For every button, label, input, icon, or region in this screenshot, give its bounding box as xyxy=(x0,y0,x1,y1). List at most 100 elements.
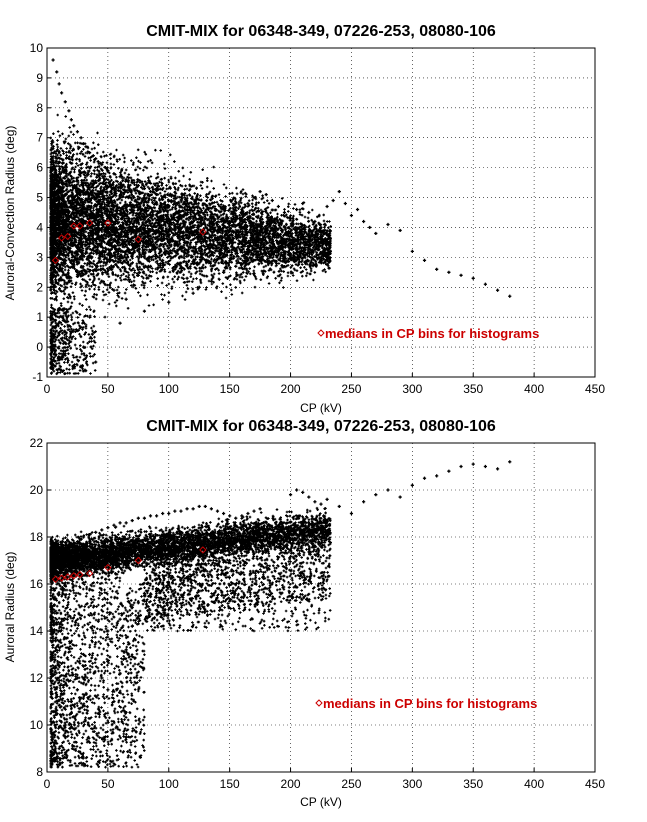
data-point xyxy=(258,507,262,511)
data-point xyxy=(191,210,195,215)
data-point xyxy=(197,246,201,250)
data-point xyxy=(276,530,280,534)
y-tick-labels: -1 0 1 2 3 4 5 6 7 8 9 10 xyxy=(30,41,51,384)
x-tick-label: 300 xyxy=(402,382,422,396)
data-point xyxy=(94,657,98,661)
data-point xyxy=(79,537,83,541)
data-point xyxy=(124,648,128,652)
y-tick-label: 10 xyxy=(30,41,44,55)
data-point xyxy=(136,183,140,188)
x-axis-label: CP (kV) xyxy=(300,401,342,415)
data-point xyxy=(112,288,116,292)
data-point xyxy=(173,228,177,233)
plot-frame xyxy=(46,442,596,773)
data-point xyxy=(88,533,92,537)
data-point xyxy=(106,629,110,633)
x-tick-label: 100 xyxy=(159,777,179,791)
data-point xyxy=(130,518,134,523)
data-point xyxy=(63,285,67,289)
data-point xyxy=(130,605,134,610)
data-point xyxy=(69,711,73,715)
y-tick-label: 20 xyxy=(30,483,44,497)
data-point xyxy=(398,495,402,499)
data-point xyxy=(252,509,256,513)
x-tick-label: 50 xyxy=(101,382,115,396)
data-point xyxy=(63,240,67,245)
y-axis-label: Auroral-Convection Radius (deg) xyxy=(3,126,17,301)
data-point xyxy=(75,676,80,680)
data-point xyxy=(435,474,439,478)
data-point xyxy=(447,270,451,274)
x-tick-label: 100 xyxy=(159,382,179,396)
data-point xyxy=(197,213,201,218)
data-point xyxy=(270,246,274,250)
x-tick-label: 0 xyxy=(44,382,51,396)
data-point xyxy=(386,222,390,227)
scatter-points xyxy=(51,460,512,762)
data-point xyxy=(215,509,220,513)
data-point xyxy=(161,195,165,200)
legend: medians in CP bins for histograms xyxy=(315,696,537,711)
data-point xyxy=(167,198,171,203)
data-point xyxy=(246,201,250,206)
data-point xyxy=(75,130,80,134)
data-point xyxy=(136,601,140,605)
data-point xyxy=(142,591,147,595)
data-point xyxy=(57,558,61,563)
median-point xyxy=(85,219,94,227)
y-tick-label: 22 xyxy=(30,436,44,450)
data-point xyxy=(79,136,83,140)
data-point xyxy=(209,507,213,511)
data-point xyxy=(63,735,67,739)
data-point xyxy=(447,469,451,473)
x-tick-label: 450 xyxy=(585,382,605,396)
data-point xyxy=(130,624,134,628)
data-point xyxy=(234,264,238,268)
data-point xyxy=(100,279,104,283)
data-point xyxy=(161,237,165,242)
data-point xyxy=(179,204,183,209)
data-point xyxy=(142,186,147,191)
data-point xyxy=(252,551,256,556)
data-point xyxy=(264,521,268,525)
legend-diamond-marker xyxy=(317,329,325,337)
data-point xyxy=(228,558,232,563)
data-point xyxy=(179,577,183,581)
y-tick-label: 3 xyxy=(36,250,43,264)
data-point xyxy=(96,160,100,164)
data-point xyxy=(215,563,220,567)
median-point xyxy=(57,574,66,582)
data-point xyxy=(264,192,268,197)
y-tick-label: 10 xyxy=(30,718,44,732)
data-point xyxy=(94,360,98,364)
data-point xyxy=(319,225,323,230)
median-point xyxy=(104,563,112,572)
data-point xyxy=(203,568,207,572)
data-point xyxy=(69,330,73,334)
data-point xyxy=(155,514,159,518)
data-point xyxy=(288,216,293,221)
data-point xyxy=(197,504,201,509)
legend: medians in CP bins for histograms xyxy=(317,326,539,341)
data-point xyxy=(130,180,134,185)
data-point xyxy=(191,291,195,295)
data-point xyxy=(185,240,189,245)
median-point xyxy=(85,569,94,578)
median-point xyxy=(57,234,66,242)
data-point xyxy=(112,225,116,230)
data-point xyxy=(234,213,238,218)
median-markers xyxy=(51,546,207,584)
data-point xyxy=(69,118,73,122)
y-tick-label: 14 xyxy=(30,624,44,638)
median-point xyxy=(199,546,207,554)
data-point xyxy=(410,249,414,253)
x-tick-label: 350 xyxy=(463,777,483,791)
data-point xyxy=(155,192,159,197)
data-point xyxy=(81,142,86,146)
data-point xyxy=(81,664,86,668)
data-point xyxy=(221,270,226,274)
data-point xyxy=(148,264,153,268)
y-tick-label: 6 xyxy=(36,161,43,175)
data-point xyxy=(234,234,238,239)
data-point xyxy=(51,58,55,62)
